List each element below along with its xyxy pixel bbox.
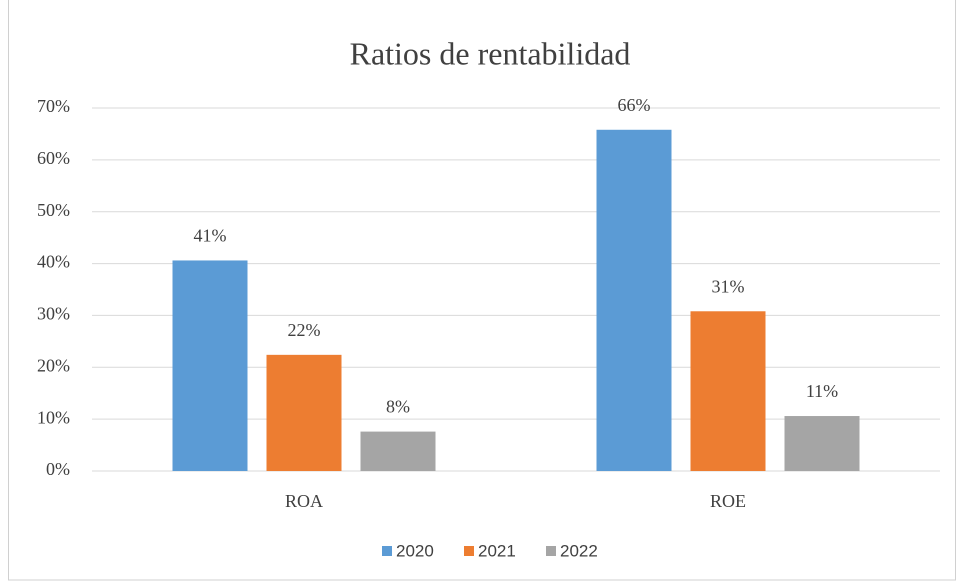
data-label: 31% (712, 276, 745, 296)
bar (172, 260, 248, 471)
legend-label: 2022 (560, 541, 598, 560)
x-tick-label: ROE (710, 491, 746, 511)
legend-swatch (546, 546, 556, 556)
x-tick-label: ROA (285, 491, 323, 511)
legend-swatch (464, 546, 474, 556)
bar (266, 354, 342, 471)
chart-title: Ratios de rentabilidad (350, 35, 631, 71)
y-tick-label: 30% (37, 304, 70, 324)
legend-label: 2020 (396, 541, 434, 560)
data-label: 22% (288, 320, 321, 340)
bar (360, 431, 436, 471)
data-label: 66% (618, 95, 651, 115)
bar (596, 129, 672, 471)
y-tick-label: 40% (37, 252, 70, 272)
data-label: 8% (386, 397, 410, 417)
legend-swatch (382, 546, 392, 556)
bar (784, 416, 860, 471)
chart-frame (8, 0, 956, 581)
data-label: 41% (194, 226, 227, 246)
data-label: 11% (806, 381, 838, 401)
y-tick-label: 10% (37, 407, 70, 427)
y-tick-label: 70% (37, 96, 70, 116)
y-tick-label: 60% (37, 148, 70, 168)
y-tick-label: 20% (37, 355, 70, 375)
y-tick-label: 0% (46, 459, 70, 479)
bar (690, 311, 766, 471)
y-tick-label: 50% (37, 200, 70, 220)
legend-label: 2021 (478, 541, 516, 560)
